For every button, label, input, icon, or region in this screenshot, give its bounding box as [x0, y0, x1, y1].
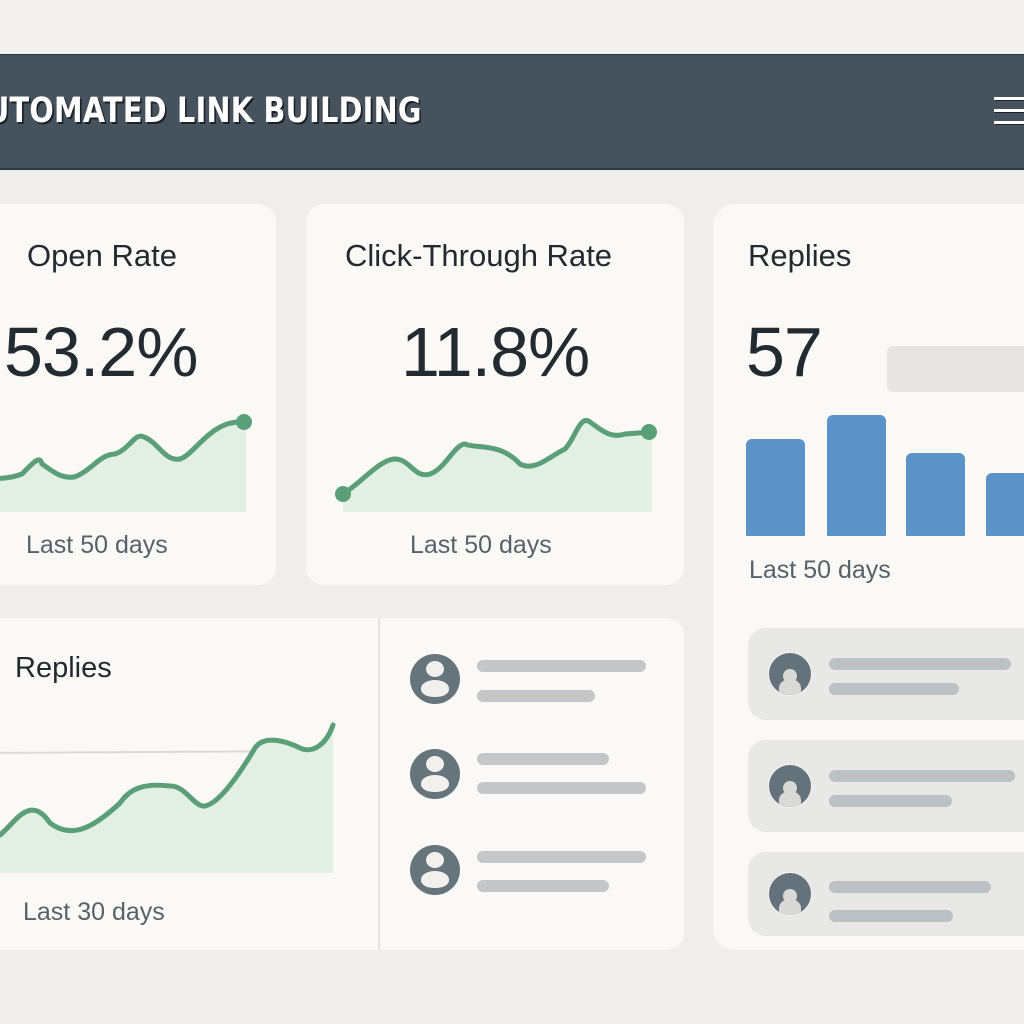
text-placeholder: [477, 782, 646, 794]
text-placeholder: [829, 658, 1011, 670]
open-rate-sparkline: [0, 414, 252, 512]
reply-list-item[interactable]: [748, 852, 1024, 936]
period-caption: Last 30 days: [23, 898, 165, 926]
text-placeholder: [829, 910, 953, 922]
app-header: UTOMATED LINK BUILDING: [0, 54, 1024, 170]
ctr-value: 11.8%: [401, 313, 590, 391]
menu-line: [994, 121, 1024, 124]
user-avatar-icon: [768, 652, 812, 696]
text-placeholder: [477, 753, 609, 765]
open-rate-value: 53.2%: [4, 313, 198, 391]
card-title: Open Rate: [27, 238, 177, 273]
replies-trend-chart: [0, 722, 336, 873]
card-title: Click-Through Rate: [345, 238, 613, 273]
bar[interactable]: [906, 453, 965, 536]
replies-card[interactable]: Replies 57 Last 50 days: [713, 204, 1024, 950]
replies-value: 57: [746, 313, 823, 391]
app-title: UTOMATED LINK BUILDING: [0, 91, 422, 131]
text-placeholder: [477, 690, 595, 702]
text-placeholder: [477, 880, 609, 892]
text-placeholder: [829, 795, 952, 807]
text-placeholder: [829, 683, 959, 695]
user-avatar-icon: [768, 764, 812, 808]
reply-list-item[interactable]: [748, 740, 1024, 832]
bar[interactable]: [986, 473, 1024, 536]
user-avatar-icon: [410, 654, 460, 704]
text-placeholder: [477, 851, 646, 863]
menu-line: [994, 109, 1024, 112]
divider: [378, 618, 380, 950]
user-avatar-icon: [768, 872, 812, 916]
card-title: Replies: [748, 238, 852, 273]
period-caption: Last 50 days: [26, 531, 168, 559]
menu-line: [994, 97, 1024, 100]
reply-list-item[interactable]: [748, 628, 1024, 720]
text-placeholder: [829, 881, 991, 893]
user-avatar-icon: [410, 749, 460, 799]
placeholder-bar: [887, 346, 1024, 392]
period-caption: Last 50 days: [749, 556, 891, 584]
open-rate-card[interactable]: Open Rate 53.2% Last 50 days: [0, 204, 276, 585]
text-placeholder: [477, 660, 646, 672]
card-title: Replies: [15, 652, 112, 684]
replies-trend-card[interactable]: Replies Last 30 days: [0, 618, 684, 950]
text-placeholder: [829, 770, 1015, 782]
click-through-rate-card[interactable]: Click-Through Rate 11.8% Last 50 days: [306, 204, 684, 585]
user-avatar-icon: [410, 845, 460, 895]
hamburger-menu-icon[interactable]: [994, 97, 1024, 127]
bar[interactable]: [827, 415, 886, 536]
top-background: [0, 0, 1024, 54]
ctr-sparkline: [335, 417, 657, 512]
bar[interactable]: [746, 439, 805, 536]
period-caption: Last 50 days: [410, 531, 552, 559]
